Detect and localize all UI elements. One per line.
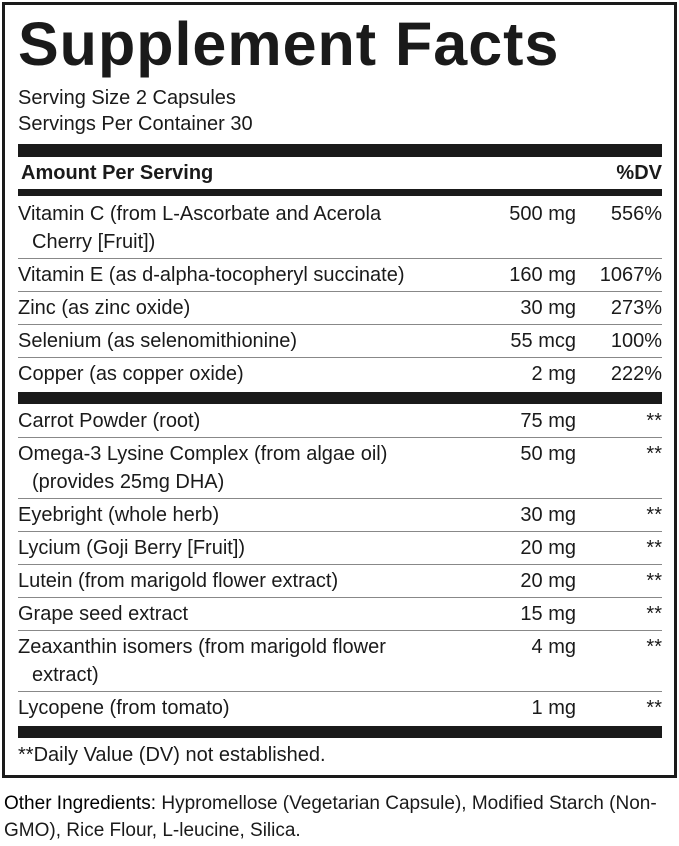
amount-per-serving-label: Amount Per Serving (21, 162, 214, 184)
amount: 50 mg (520, 443, 576, 465)
divider-medium (18, 189, 662, 196)
footnote: **Daily Value (DV) not established. (18, 744, 326, 766)
daily-value: ** (646, 504, 662, 526)
serving-size: Serving Size 2 Capsules (18, 87, 236, 109)
table-row: Omega-3 Lysine Complex (from algae oil) (… (18, 438, 662, 499)
daily-value: 273% (610, 297, 662, 319)
daily-value: 1067% (599, 264, 662, 286)
amount: 4 mg (531, 636, 576, 658)
daily-value: 100% (610, 330, 662, 352)
amount: 15 mg (520, 603, 576, 625)
table-row: Eyebright (whole herb) 30 mg ** (18, 499, 662, 532)
amount: 500 mg (509, 203, 576, 225)
amount: 160 mg (509, 264, 576, 286)
dv-label: %DV (616, 162, 662, 184)
supplement-facts-panel: Supplement Facts Serving Size 2 Capsules… (2, 2, 677, 778)
ingredient-name-line: (provides 25mg DHA) (32, 471, 225, 493)
ingredient-name-line: Vitamin E (as d-alpha-tocopheryl succina… (18, 264, 405, 286)
other-ingredients-list: Carrot Powder (root) 75 mg ** Omega-3 Lysin… (18, 405, 662, 724)
ingredient-name: Vitamin C (from L-Ascorbate and Acerola C… (18, 200, 466, 256)
table-header: Amount Per Serving %DV (18, 157, 662, 189)
ingredient-name-line: Grape seed extract (18, 603, 189, 625)
other-ingredients-text: Hypromellose (Vegetarian Capsule), Modif… (4, 793, 657, 841)
daily-value: ** (646, 443, 662, 465)
amount: 55 mcg (510, 330, 576, 352)
divider-thick (18, 726, 662, 738)
ingredient-name: Zinc (as zinc oxide) (18, 294, 466, 322)
ingredient-name-line: Carrot Powder (root) (18, 410, 201, 432)
other-ingredients-label: Other Ingredients: (4, 793, 157, 814)
ingredient-name-line: Lutein (from marigold flower extract) (18, 570, 339, 592)
ingredient-name-line: Zeaxanthin isomers (from marigold flower (18, 636, 386, 658)
divider-thick (18, 392, 662, 404)
ingredient-name: Lutein (from marigold flower extract) (18, 567, 466, 595)
daily-value: ** (646, 697, 662, 719)
daily-value: ** (646, 603, 662, 625)
ingredient-name: Vitamin E (as d-alpha-tocopheryl succina… (18, 261, 466, 289)
table-row: Lycopene (from tomato) 1 mg ** (18, 692, 662, 724)
daily-value: 556% (610, 203, 662, 225)
ingredient-name: Eyebright (whole herb) (18, 501, 466, 529)
ingredient-name-line: Lycium (Goji Berry [Fruit]) (18, 537, 246, 559)
ingredient-name-line: Selenium (as selenomithionine) (18, 330, 298, 352)
amount: 20 mg (520, 537, 576, 559)
ingredient-name: Copper (as copper oxide) (18, 360, 466, 388)
table-row: Zeaxanthin isomers (from marigold flower… (18, 631, 662, 692)
ingredient-name-line: Vitamin C (from L-Ascorbate and Acerola (18, 203, 382, 225)
ingredient-name: Zeaxanthin isomers (from marigold flower… (18, 633, 466, 689)
ingredient-name-line: Lycopene (from tomato) (18, 697, 230, 719)
table-row: Selenium (as selenomithionine) 55 mcg 100% (18, 325, 662, 358)
table-row: Vitamin E (as d-alpha-tocopheryl succina… (18, 259, 662, 292)
vitamins-list: Vitamin C (from L-Ascorbate and Acerola C… (18, 198, 662, 390)
ingredient-name: Lycopene (from tomato) (18, 694, 466, 722)
daily-value: ** (646, 537, 662, 559)
other-ingredients: Other Ingredients: Hypromellose (Vegetar… (4, 790, 674, 844)
ingredient-name-line: Omega-3 Lysine Complex (from algae oil) (18, 443, 388, 465)
ingredient-name: Omega-3 Lysine Complex (from algae oil) (… (18, 440, 466, 496)
table-row: Vitamin C (from L-Ascorbate and Acerola C… (18, 198, 662, 259)
amount: 30 mg (520, 504, 576, 526)
ingredient-name-line: Copper (as copper oxide) (18, 363, 244, 385)
ingredient-name: Grape seed extract (18, 600, 466, 628)
table-row: Carrot Powder (root) 75 mg ** (18, 405, 662, 438)
daily-value: ** (646, 570, 662, 592)
ingredient-name-line: Eyebright (whole herb) (18, 504, 220, 526)
daily-value: 222% (610, 363, 662, 385)
daily-value: ** (646, 636, 662, 658)
amount: 75 mg (520, 410, 576, 432)
table-row: Zinc (as zinc oxide) 30 mg 273% (18, 292, 662, 325)
servings-per-container: Servings Per Container 30 (18, 113, 253, 135)
amount: 20 mg (520, 570, 576, 592)
ingredient-name: Lycium (Goji Berry [Fruit]) (18, 534, 466, 562)
divider-thick (18, 144, 662, 157)
daily-value: ** (646, 410, 662, 432)
ingredient-name-line: Zinc (as zinc oxide) (18, 297, 191, 319)
amount: 1 mg (531, 697, 576, 719)
table-row: Lycium (Goji Berry [Fruit]) 20 mg ** (18, 532, 662, 565)
ingredient-name-line: Cherry [Fruit]) (32, 231, 156, 253)
ingredient-name: Carrot Powder (root) (18, 407, 466, 435)
table-row: Lutein (from marigold flower extract) 20 … (18, 565, 662, 598)
ingredient-name: Selenium (as selenomithionine) (18, 327, 466, 355)
table-row: Grape seed extract 15 mg ** (18, 598, 662, 631)
amount: 30 mg (520, 297, 576, 319)
amount: 2 mg (531, 363, 576, 385)
ingredient-name-line: extract) (32, 664, 99, 686)
panel-title: Supplement Facts (18, 10, 560, 78)
table-row: Copper (as copper oxide) 2 mg 222% (18, 358, 662, 390)
